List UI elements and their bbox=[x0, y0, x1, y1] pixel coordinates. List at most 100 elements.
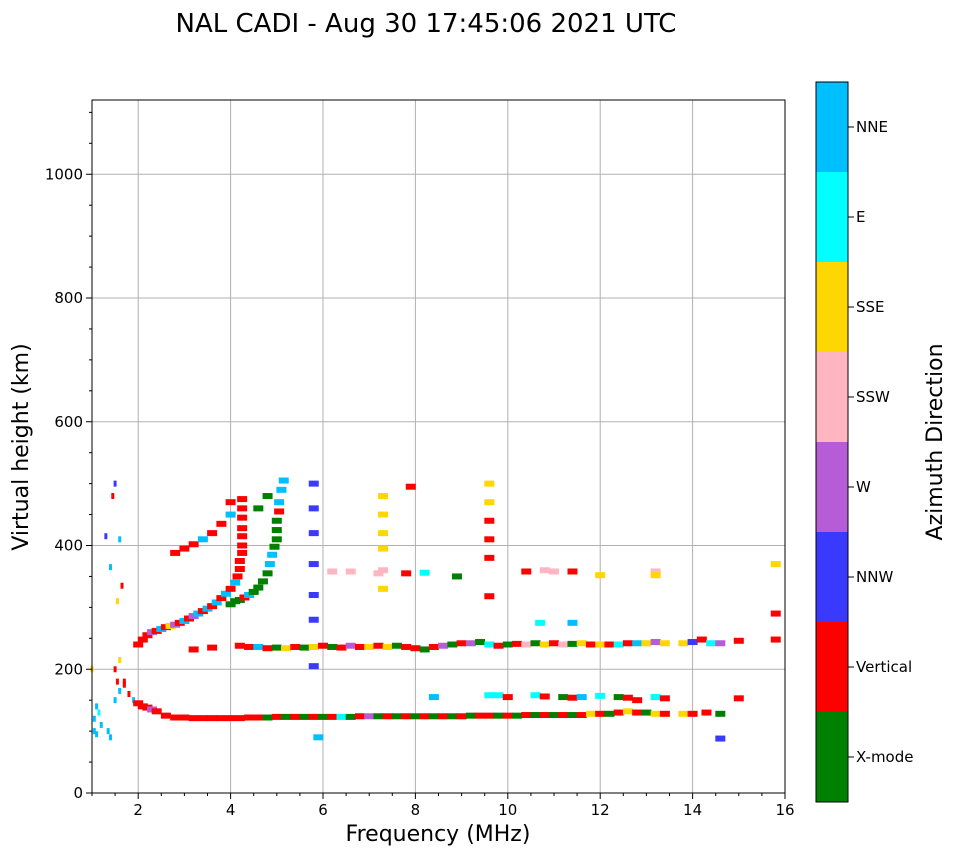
ionogram-echo bbox=[244, 643, 255, 650]
ionogram-echo bbox=[197, 715, 208, 722]
data-marks bbox=[90, 477, 781, 742]
ionogram-echo bbox=[188, 541, 199, 548]
ionogram-echo bbox=[120, 582, 124, 589]
ionogram-echo bbox=[378, 545, 389, 552]
ionogram-echo bbox=[271, 527, 282, 534]
colorbar: X-mode Vertical NNW W SSW SSE E NNE bbox=[815, 81, 913, 803]
ionogram-echo bbox=[535, 619, 546, 626]
ionogram-echo bbox=[595, 710, 606, 717]
colorbar-title: Azimuth Direction bbox=[923, 343, 948, 540]
colorbar-label: W bbox=[856, 478, 871, 496]
ionogram-echo bbox=[530, 712, 541, 719]
ionogram-echo bbox=[216, 520, 227, 527]
ionogram-echo bbox=[299, 713, 310, 720]
colorbar-label: Vertical bbox=[856, 658, 912, 676]
ionogram-echo bbox=[308, 530, 319, 537]
ionogram-echo bbox=[484, 499, 495, 506]
y-tick-label: 200 bbox=[54, 660, 83, 678]
ionogram-echo bbox=[253, 714, 264, 721]
ionogram-echo bbox=[271, 517, 282, 524]
ionogram-echo bbox=[576, 694, 587, 701]
ionogram-echo bbox=[706, 640, 717, 647]
x-tick-label: 8 bbox=[411, 801, 421, 819]
ionogram-echo bbox=[493, 692, 504, 699]
y-axis-label: Virtual height (km) bbox=[9, 343, 34, 550]
ionogram-echo bbox=[113, 480, 117, 487]
ionogram-echo bbox=[576, 712, 587, 719]
ionogram-echo bbox=[132, 697, 136, 704]
ionogram-echo bbox=[364, 713, 375, 720]
ionogram-echo bbox=[253, 584, 264, 591]
ionogram-echo bbox=[234, 557, 245, 564]
ionogram-echo bbox=[237, 533, 248, 540]
ionogram-echo bbox=[613, 641, 624, 648]
ionogram-echo bbox=[493, 712, 504, 719]
ionogram-echo bbox=[225, 585, 236, 592]
ionogram-echo bbox=[345, 568, 356, 575]
ionogram-echo bbox=[118, 656, 122, 663]
ionogram-echo bbox=[715, 710, 726, 717]
ionogram-echo bbox=[290, 643, 301, 650]
ionogram-echo bbox=[585, 641, 596, 648]
ionogram-echo bbox=[276, 486, 287, 493]
ionogram-echo bbox=[170, 714, 181, 721]
ionogram-echo bbox=[308, 643, 319, 650]
ionogram-echo bbox=[137, 636, 148, 643]
ionogram-echo bbox=[216, 715, 227, 722]
ionogram-echo bbox=[308, 561, 319, 568]
ionogram-echo bbox=[207, 644, 218, 651]
colorbar-label: E bbox=[856, 208, 865, 226]
ionogram-echo bbox=[225, 499, 236, 506]
ionogram-echo bbox=[539, 693, 550, 700]
ionogram-echo bbox=[521, 641, 532, 648]
ionogram-echo bbox=[456, 713, 467, 720]
ionogram-echo bbox=[216, 595, 227, 602]
ionogram-echo bbox=[92, 728, 96, 735]
colorbar-label: X-mode bbox=[856, 748, 913, 766]
ionogram-echo bbox=[108, 734, 112, 741]
ionogram-echo bbox=[308, 505, 319, 512]
ionogram-echo bbox=[373, 570, 384, 577]
ionogram-echo bbox=[622, 708, 633, 715]
ionogram-echo bbox=[378, 530, 389, 537]
ionogram-echo bbox=[99, 721, 103, 728]
ionogram-echo bbox=[308, 663, 319, 670]
colorbar-segment bbox=[816, 262, 848, 352]
ionogram-echo bbox=[318, 713, 328, 720]
ionogram-echo bbox=[419, 569, 430, 576]
ionogram-echo bbox=[641, 709, 652, 716]
y-tick-label: 400 bbox=[54, 537, 83, 555]
ionogram-echo bbox=[327, 568, 338, 575]
ionogram-echo bbox=[530, 692, 541, 699]
ionogram-echo bbox=[650, 572, 661, 579]
ionogram-echo bbox=[170, 549, 181, 556]
ionogram-echo bbox=[225, 511, 236, 518]
ionogram-echo bbox=[336, 713, 347, 720]
ionogram-echo bbox=[378, 567, 389, 574]
ionogram-echo bbox=[104, 533, 108, 540]
ionogram-echo bbox=[558, 641, 569, 648]
colorbar-label: NNW bbox=[856, 568, 893, 586]
ionogram-echo bbox=[613, 694, 624, 701]
ionogram-echo bbox=[502, 712, 513, 719]
ionogram-echo bbox=[733, 637, 744, 644]
ionogram-echo bbox=[715, 735, 726, 742]
ionogram-echo bbox=[622, 694, 633, 701]
ionogram-echo bbox=[262, 493, 273, 499]
ionogram-echo bbox=[378, 511, 389, 518]
ionogram-echo bbox=[262, 570, 273, 577]
ionogram-echo bbox=[244, 714, 255, 721]
ionogram-echo bbox=[484, 480, 495, 487]
ionogram-echo bbox=[237, 505, 248, 512]
ionogram-echo bbox=[160, 712, 171, 719]
ionogram-echo bbox=[248, 588, 259, 595]
ionogram-echo bbox=[108, 564, 112, 571]
ionogram-echo bbox=[659, 640, 670, 647]
ionogram-echo bbox=[122, 678, 126, 685]
ionogram-echo bbox=[225, 601, 236, 608]
ionogram-echo bbox=[659, 695, 670, 702]
ionogram-echo bbox=[475, 639, 486, 646]
ionogram-echo bbox=[382, 713, 393, 720]
ionogram-echo bbox=[391, 713, 402, 720]
